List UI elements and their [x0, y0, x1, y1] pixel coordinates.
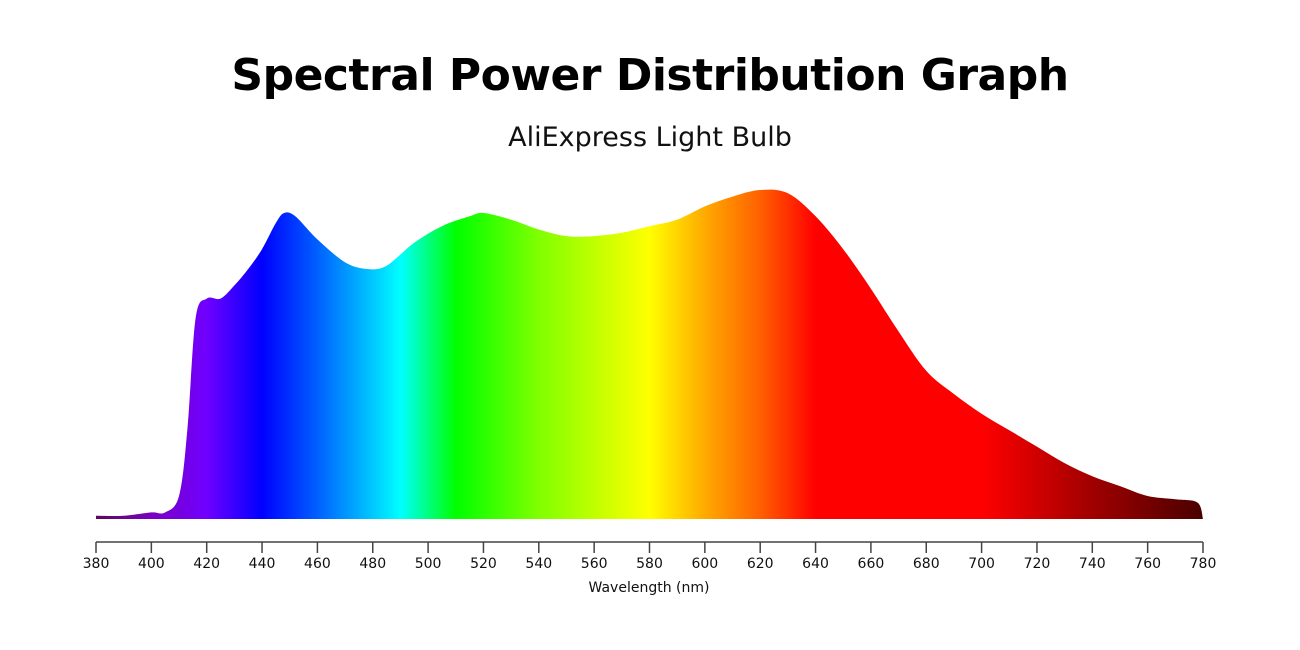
x-tick-label: 680: [913, 556, 940, 572]
x-tick-label: 720: [1024, 556, 1051, 572]
x-tick-label: 560: [581, 556, 608, 572]
x-tick-label: 760: [1134, 556, 1161, 572]
chart-subtitle: AliExpress Light Bulb: [508, 122, 792, 153]
x-axis: 380 400 420 440 460 480 500 520 540 560 580 600 620 6…: [83, 541, 1217, 572]
x-tick-label: 780: [1190, 556, 1217, 572]
x-tick-label: 540: [525, 556, 552, 572]
x-tick-label: 480: [359, 556, 386, 572]
x-tick-label: 400: [138, 556, 165, 572]
x-tick-label: 520: [470, 556, 497, 572]
x-tick-label: 600: [691, 556, 718, 572]
chart-title: Spectral Power Distribution Graph: [231, 50, 1069, 101]
x-tick-label: 660: [858, 556, 885, 572]
x-tick-label: 580: [636, 556, 663, 572]
x-tick-label: 740: [1079, 556, 1106, 572]
x-tick-label: 640: [802, 556, 829, 572]
x-tick-label: 420: [193, 556, 220, 572]
x-tick-label: 500: [415, 556, 442, 572]
x-tick-label: 460: [304, 556, 331, 572]
x-tick-label: 620: [747, 556, 774, 572]
x-tick-label: 440: [249, 556, 276, 572]
x-tick-label: 380: [83, 556, 110, 572]
x-axis-label: Wavelength (nm): [589, 580, 710, 596]
spectrum-area: [96, 189, 1203, 519]
x-tick-label: 700: [968, 556, 995, 572]
